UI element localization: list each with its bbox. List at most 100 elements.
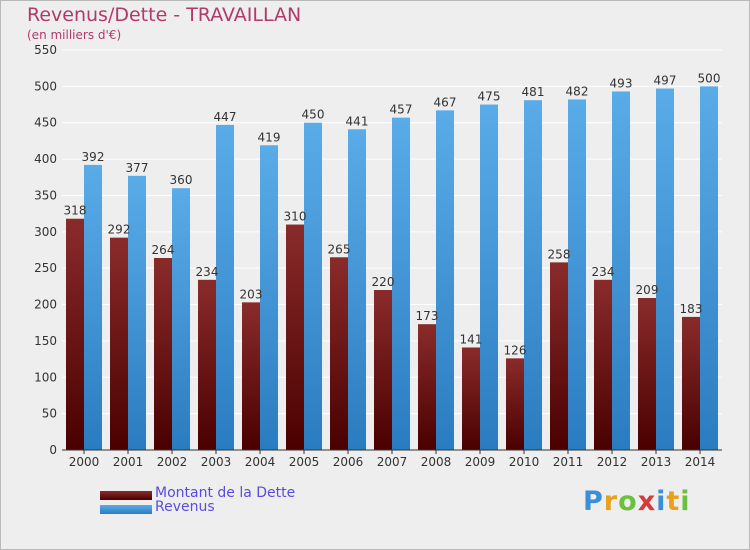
- data-labels: 318 392 292 377 264 360 234 447 203 419 310 450 265 4…: [64, 71, 721, 357]
- bar-revenus: [612, 91, 630, 451]
- data-label-revenus: 500: [698, 71, 721, 85]
- bar-dette: [506, 358, 524, 450]
- y-axis-ticks: 0 50 100 150 200 250 300 350 400 450 500 550: [34, 43, 57, 457]
- data-label-revenus: 475: [478, 90, 501, 104]
- data-label-revenus: 457: [390, 103, 413, 117]
- data-label-dette: 126: [504, 343, 527, 357]
- bar-dette: [418, 324, 436, 450]
- bar-dette: [594, 279, 612, 450]
- bar-revenus: [700, 86, 718, 450]
- bar-dette: [638, 298, 656, 450]
- logo-letter: t: [666, 486, 681, 517]
- data-label-dette: 234: [592, 265, 615, 279]
- bar-revenus: [128, 175, 146, 450]
- data-label-dette: 220: [372, 275, 395, 289]
- data-label-dette: 310: [284, 210, 307, 224]
- x-axis-ticks: 2000 2001 2002 2003 2004 2005 2006 2007 2008 2009…: [69, 450, 716, 469]
- bar-revenus: [568, 99, 586, 451]
- y-tick-label: 450: [34, 116, 57, 130]
- proxiti-logo: Proxiti: [583, 486, 691, 517]
- legend-swatch-revenus: [100, 505, 152, 514]
- data-label-dette: 234: [196, 265, 219, 279]
- bar-dette: [110, 237, 128, 450]
- y-tick-label: 300: [34, 225, 57, 239]
- data-label-revenus: 447: [214, 110, 237, 124]
- x-tick-label: 2007: [377, 455, 408, 469]
- data-label-revenus: 392: [82, 150, 105, 164]
- y-tick-label: 500: [34, 79, 57, 93]
- x-tick-label: 2008: [421, 455, 452, 469]
- data-label-dette: 265: [328, 242, 351, 256]
- y-tick-label: 0: [49, 443, 57, 457]
- y-tick-label: 150: [34, 334, 57, 348]
- x-tick-label: 2003: [201, 455, 232, 469]
- bar-revenus: [436, 110, 454, 450]
- logo-letter: P: [583, 486, 604, 517]
- bar-dette: [462, 347, 480, 450]
- data-label-dette: 209: [636, 283, 659, 297]
- x-tick-label: 2005: [289, 455, 320, 469]
- data-label-dette: 264: [152, 243, 175, 257]
- legend-label-revenus: Revenus: [155, 499, 215, 515]
- bar-dette: [286, 224, 304, 450]
- y-tick-label: 100: [34, 370, 57, 384]
- chart-subtitle: (en milliers d'€): [27, 28, 122, 42]
- data-label-revenus: 360: [170, 173, 193, 187]
- bar-revenus: [216, 124, 234, 450]
- y-tick-label: 50: [42, 407, 57, 421]
- bar-revenus: [480, 104, 498, 450]
- x-tick-label: 2013: [641, 455, 672, 469]
- x-tick-label: 2011: [553, 455, 584, 469]
- logo-letter: i: [656, 486, 667, 517]
- x-tick-label: 2014: [685, 455, 716, 469]
- data-label-dette: 318: [64, 204, 87, 218]
- legend-swatch-dette: [100, 491, 152, 500]
- x-tick-label: 2009: [465, 455, 496, 469]
- chart-title: Revenus/Dette - TRAVAILLAN: [27, 4, 302, 26]
- data-label-dette: 292: [108, 223, 131, 237]
- bar-dette: [242, 302, 260, 450]
- data-label-dette: 203: [240, 287, 263, 301]
- logo-letter: o: [618, 486, 638, 517]
- data-label-revenus: 497: [654, 74, 677, 88]
- bar-dette: [682, 316, 700, 450]
- logo-letter: i: [680, 486, 691, 517]
- y-tick-label: 200: [34, 298, 57, 312]
- data-label-revenus: 482: [566, 84, 589, 98]
- data-label-revenus: 441: [346, 114, 369, 128]
- legend-label-dette: Montant de la Dette: [155, 485, 296, 501]
- bar-dette: [66, 218, 84, 450]
- bar-revenus: [524, 100, 542, 450]
- data-label-revenus: 450: [302, 108, 325, 122]
- x-tick-label: 2002: [157, 455, 188, 469]
- bar-dette: [374, 290, 392, 450]
- data-label-revenus: 377: [126, 161, 149, 175]
- x-tick-label: 2004: [245, 455, 276, 469]
- logo-letter: x: [637, 486, 657, 517]
- data-label-dette: 141: [460, 332, 483, 346]
- data-label-dette: 258: [548, 247, 571, 261]
- y-tick-label: 250: [34, 261, 57, 275]
- bar-revenus: [260, 145, 278, 451]
- data-label-revenus: 481: [522, 85, 545, 99]
- data-label-revenus: 467: [434, 95, 457, 109]
- bar-revenus: [172, 188, 190, 450]
- y-tick-label: 400: [34, 152, 57, 166]
- x-tick-label: 2012: [597, 455, 628, 469]
- x-tick-label: 2006: [333, 455, 364, 469]
- x-tick-label: 2000: [69, 455, 100, 469]
- x-tick-label: 2010: [509, 455, 540, 469]
- y-tick-label: 350: [34, 188, 57, 202]
- logo-letter: r: [603, 486, 619, 517]
- bar-revenus: [304, 122, 322, 451]
- bar-revenus: [84, 164, 102, 450]
- bar-revenus: [392, 117, 410, 451]
- y-tick-label: 550: [34, 43, 57, 57]
- bars: [66, 86, 718, 451]
- data-label-dette: 173: [416, 309, 439, 323]
- data-label-revenus: 493: [610, 76, 633, 90]
- bar-revenus: [656, 88, 674, 450]
- x-tick-label: 2001: [113, 455, 144, 469]
- bar-dette: [198, 279, 216, 450]
